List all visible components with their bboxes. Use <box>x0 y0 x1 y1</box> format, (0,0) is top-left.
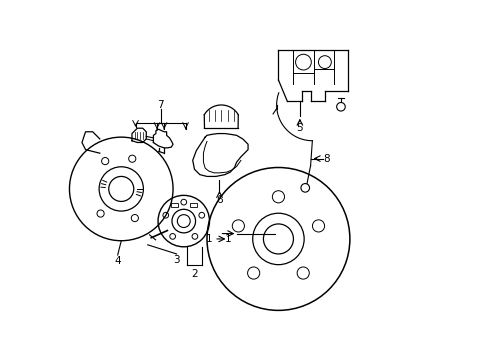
Text: 8: 8 <box>323 154 329 163</box>
Text: 6: 6 <box>216 195 223 204</box>
Text: 2: 2 <box>191 269 198 279</box>
Text: 4: 4 <box>114 256 121 266</box>
Text: 3: 3 <box>173 255 180 265</box>
Text: 1: 1 <box>224 234 231 244</box>
Text: 7: 7 <box>157 100 163 110</box>
Text: 1: 1 <box>205 234 212 244</box>
Text: 5: 5 <box>296 123 303 133</box>
